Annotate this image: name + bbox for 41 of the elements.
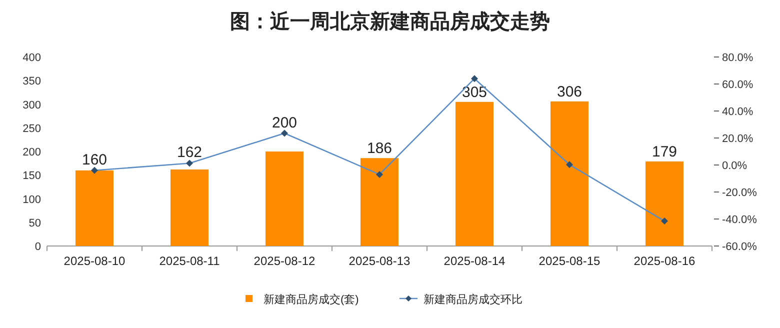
y-tick-label: 250 <box>22 122 41 135</box>
y2-tick-label: 0.0% <box>722 160 748 172</box>
data-label: 160 <box>82 151 108 168</box>
bar <box>76 170 114 246</box>
y2-tick-label: -40.0% <box>722 214 758 226</box>
data-label: 305 <box>462 84 488 101</box>
bar <box>360 158 398 246</box>
data-label: 162 <box>176 144 202 162</box>
y-tick-label: 400 <box>22 52 41 64</box>
y-tick-label: 100 <box>22 194 41 206</box>
y2-tick-label: 20.0% <box>722 133 754 145</box>
y2-tick-label: -60.0% <box>722 241 758 253</box>
y2-tick-label: 80.0% <box>722 52 754 64</box>
bar <box>646 161 684 246</box>
bar <box>170 169 208 246</box>
data-label: 200 <box>272 114 298 132</box>
x-tick-label: 2025-08-13 <box>348 254 411 268</box>
chart-title: 图：近一周北京新建商品房成交走势 <box>230 10 550 33</box>
y2-tick-label: 60.0% <box>722 79 754 91</box>
x-tick-label: 2025-08-16 <box>634 254 696 268</box>
y-tick-label: 0 <box>34 241 41 253</box>
y-tick-label: 50 <box>28 217 41 230</box>
bar <box>550 101 588 246</box>
data-label: 179 <box>652 143 678 160</box>
x-tick-label: 2025-08-15 <box>538 254 601 268</box>
y2-tick-label: 40.0% <box>722 106 754 118</box>
bar <box>266 152 304 246</box>
x-tick-label: 2025-08-12 <box>254 254 316 268</box>
bar <box>456 102 494 246</box>
y2-tick-label: -20.0% <box>722 187 758 199</box>
y-tick-label: 150 <box>22 170 41 182</box>
y-tick-label: 200 <box>22 146 41 158</box>
legend-label: 新建商品房成交环比 <box>424 293 522 306</box>
legend-label: 新建商品房成交(套) <box>264 293 359 306</box>
x-tick-label: 2025-08-14 <box>444 254 506 268</box>
data-label: 186 <box>366 140 392 158</box>
y-tick-label: 350 <box>22 76 41 88</box>
y-tick-label: 300 <box>22 99 41 112</box>
x-tick-label: 2025-08-11 <box>159 254 220 268</box>
x-tick-label: 2025-08-10 <box>64 254 126 268</box>
data-label: 306 <box>556 83 582 100</box>
